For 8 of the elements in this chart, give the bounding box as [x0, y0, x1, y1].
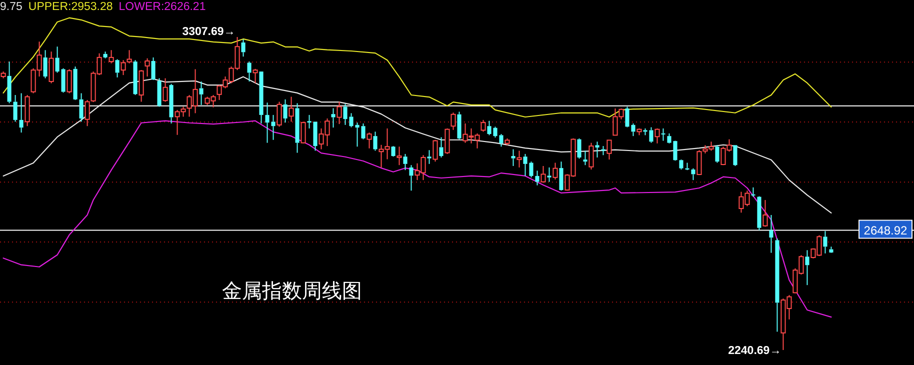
annotation: 3307.69→: [182, 26, 236, 38]
text: 9.75: [0, 1, 22, 13]
ref-label: 2648.92: [858, 220, 912, 239]
text: UPPER:2953.28: [28, 1, 113, 13]
text: LOWER:2626.21: [118, 1, 206, 13]
ref-line-label: 2648.92: [864, 223, 908, 238]
text: 金属指数周线图: [222, 280, 362, 302]
annotation: 2240.69→: [728, 345, 782, 357]
